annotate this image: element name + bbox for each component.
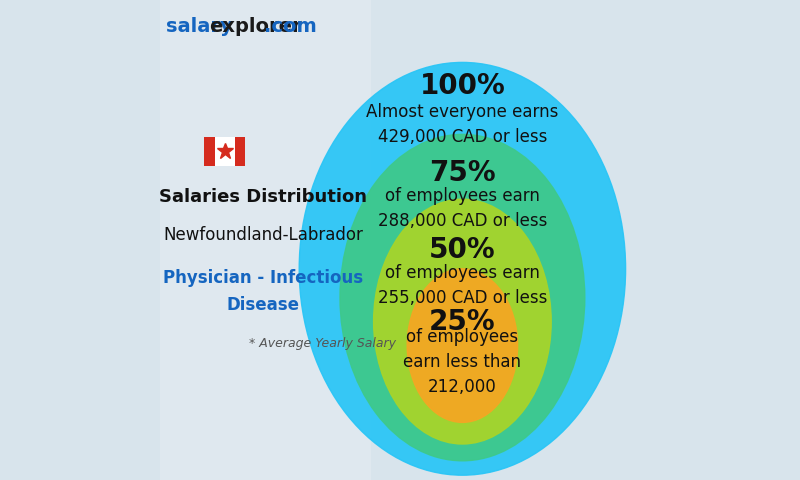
Text: Almost everyone earns
429,000 CAD or less: Almost everyone earns 429,000 CAD or les… (366, 103, 558, 146)
Text: 75%: 75% (429, 159, 496, 187)
Text: * Average Yearly Salary: * Average Yearly Salary (249, 336, 396, 350)
Text: salary: salary (166, 17, 233, 36)
Text: 50%: 50% (429, 236, 496, 264)
Bar (205, 137, 214, 166)
Text: Newfoundland-Labrador: Newfoundland-Labrador (163, 226, 363, 244)
Text: of employees earn
255,000 CAD or less: of employees earn 255,000 CAD or less (378, 264, 547, 307)
Bar (235, 137, 245, 166)
Bar (205, 137, 245, 166)
Text: of employees earn
288,000 CAD or less: of employees earn 288,000 CAD or less (378, 187, 547, 230)
Text: explorer: explorer (209, 17, 302, 36)
Text: 100%: 100% (419, 72, 506, 100)
Text: of employees
earn less than
212,000: of employees earn less than 212,000 (403, 328, 522, 396)
Ellipse shape (407, 269, 518, 422)
Ellipse shape (340, 134, 585, 461)
Ellipse shape (299, 62, 626, 475)
Ellipse shape (374, 199, 551, 444)
Text: 25%: 25% (429, 308, 496, 336)
Text: .com: .com (264, 17, 317, 36)
Text: Physician - Infectious: Physician - Infectious (163, 269, 363, 288)
Bar (160, 0, 371, 480)
Text: Disease: Disease (226, 296, 300, 314)
Text: Salaries Distribution: Salaries Distribution (159, 188, 367, 206)
